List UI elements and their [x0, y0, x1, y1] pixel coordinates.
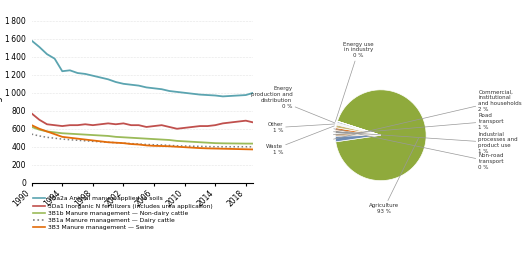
Wedge shape: [335, 133, 381, 136]
Wedge shape: [336, 124, 381, 135]
Text: Energy
production and
distribution
0 %: Energy production and distribution 0 %: [251, 86, 335, 123]
Wedge shape: [336, 90, 426, 181]
Text: Road
transport
1 %: Road transport 1 %: [333, 113, 504, 135]
Wedge shape: [335, 130, 381, 135]
Y-axis label: Gg: Gg: [0, 96, 3, 108]
Text: Waste
1 %: Waste 1 %: [266, 126, 334, 155]
Wedge shape: [335, 128, 381, 135]
Text: Commercial,
institutional
and households
2 %: Commercial, institutional and households…: [334, 89, 522, 139]
Wedge shape: [335, 135, 381, 142]
Legend: 3Da2a Animal manure applied to soils, 3Da1 Inorganic N fertilizers (includes ure: 3Da2a Animal manure applied to soils, 3D…: [30, 194, 215, 233]
Text: Agriculture
93 %: Agriculture 93 %: [369, 138, 418, 214]
Wedge shape: [336, 125, 381, 135]
Wedge shape: [337, 121, 381, 135]
Wedge shape: [337, 121, 381, 135]
Text: Other
1 %: Other 1 %: [267, 122, 335, 133]
Wedge shape: [337, 123, 381, 135]
Text: Industrial
processes and
product use
1 %: Industrial processes and product use 1 %: [334, 132, 518, 154]
Text: Non-road
transport
0 %: Non-road transport 0 %: [334, 129, 504, 170]
Text: Energy use
in industry
0 %: Energy use in industry 0 %: [335, 42, 374, 122]
